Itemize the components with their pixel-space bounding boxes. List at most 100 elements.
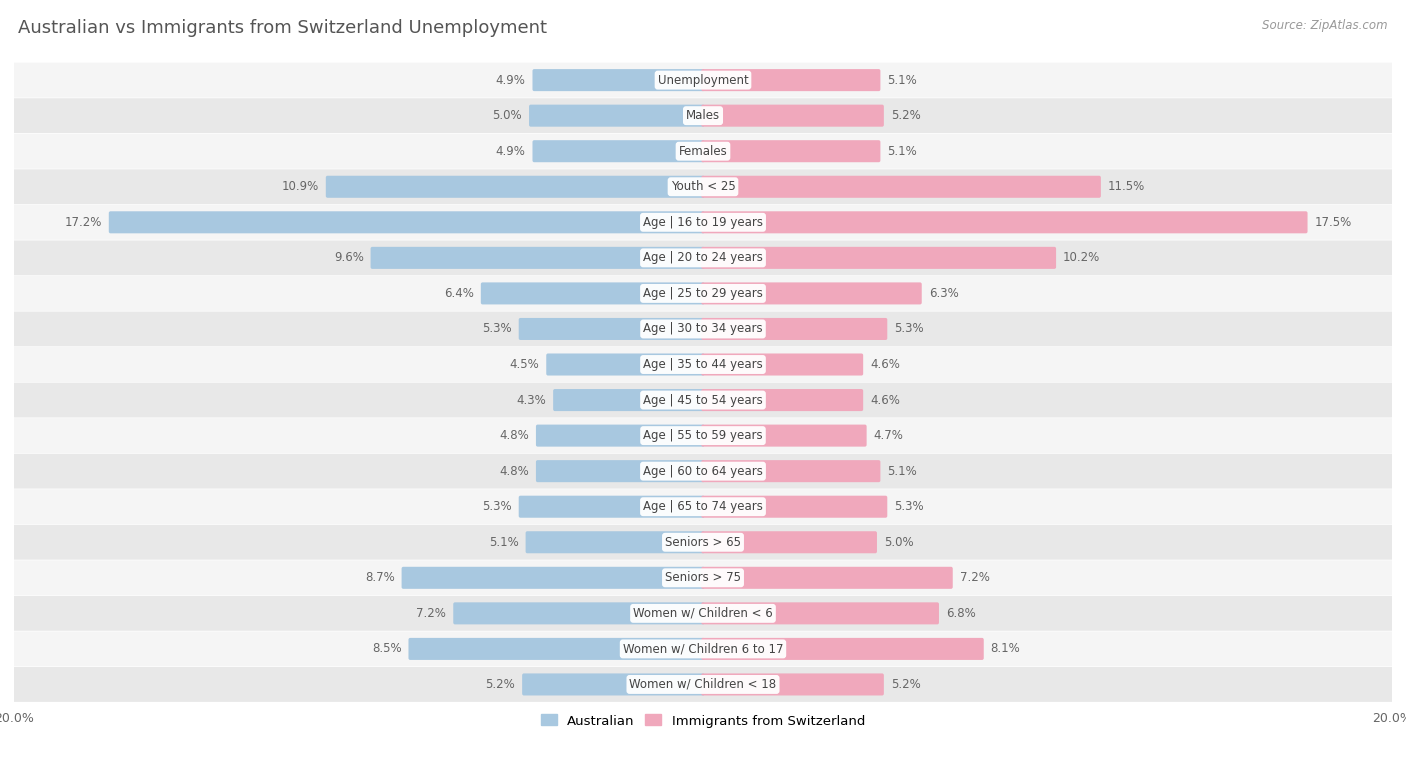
Legend: Australian, Immigrants from Switzerland: Australian, Immigrants from Switzerland (536, 709, 870, 733)
Text: 6.3%: 6.3% (928, 287, 959, 300)
Text: 9.6%: 9.6% (333, 251, 364, 264)
FancyBboxPatch shape (409, 638, 704, 660)
Text: Women w/ Children < 6: Women w/ Children < 6 (633, 607, 773, 620)
Text: Age | 35 to 44 years: Age | 35 to 44 years (643, 358, 763, 371)
Text: 4.9%: 4.9% (496, 73, 526, 86)
Text: 10.2%: 10.2% (1063, 251, 1101, 264)
Text: Age | 25 to 29 years: Age | 25 to 29 years (643, 287, 763, 300)
FancyBboxPatch shape (14, 347, 1392, 382)
Text: 5.2%: 5.2% (485, 678, 515, 691)
FancyBboxPatch shape (702, 496, 887, 518)
Text: 5.0%: 5.0% (492, 109, 522, 122)
Text: 5.2%: 5.2% (891, 109, 921, 122)
FancyBboxPatch shape (702, 603, 939, 625)
FancyBboxPatch shape (702, 638, 984, 660)
Text: 4.8%: 4.8% (499, 429, 529, 442)
Text: 4.6%: 4.6% (870, 394, 900, 407)
Text: Age | 30 to 34 years: Age | 30 to 34 years (643, 322, 763, 335)
FancyBboxPatch shape (14, 418, 1392, 453)
FancyBboxPatch shape (702, 247, 1056, 269)
FancyBboxPatch shape (14, 241, 1392, 276)
FancyBboxPatch shape (702, 460, 880, 482)
FancyBboxPatch shape (702, 425, 866, 447)
FancyBboxPatch shape (702, 211, 1308, 233)
Text: 5.3%: 5.3% (482, 322, 512, 335)
Text: 6.4%: 6.4% (444, 287, 474, 300)
FancyBboxPatch shape (533, 140, 704, 162)
FancyBboxPatch shape (14, 98, 1392, 133)
Text: 5.3%: 5.3% (482, 500, 512, 513)
FancyBboxPatch shape (702, 567, 953, 589)
FancyBboxPatch shape (108, 211, 704, 233)
FancyBboxPatch shape (702, 69, 880, 91)
Text: 5.2%: 5.2% (891, 678, 921, 691)
Text: 5.0%: 5.0% (884, 536, 914, 549)
FancyBboxPatch shape (14, 560, 1392, 595)
FancyBboxPatch shape (529, 104, 704, 126)
Text: Source: ZipAtlas.com: Source: ZipAtlas.com (1263, 19, 1388, 32)
FancyBboxPatch shape (14, 631, 1392, 666)
Text: 5.3%: 5.3% (894, 322, 924, 335)
FancyBboxPatch shape (402, 567, 704, 589)
FancyBboxPatch shape (453, 603, 704, 625)
Text: 5.1%: 5.1% (489, 536, 519, 549)
FancyBboxPatch shape (326, 176, 704, 198)
Text: 4.6%: 4.6% (870, 358, 900, 371)
Text: Australian vs Immigrants from Switzerland Unemployment: Australian vs Immigrants from Switzerlan… (18, 19, 547, 37)
FancyBboxPatch shape (522, 674, 704, 696)
FancyBboxPatch shape (702, 531, 877, 553)
FancyBboxPatch shape (547, 354, 704, 375)
Text: Females: Females (679, 145, 727, 157)
FancyBboxPatch shape (14, 667, 1392, 702)
Text: 4.8%: 4.8% (499, 465, 529, 478)
Text: Age | 60 to 64 years: Age | 60 to 64 years (643, 465, 763, 478)
FancyBboxPatch shape (536, 460, 704, 482)
Text: Unemployment: Unemployment (658, 73, 748, 86)
FancyBboxPatch shape (14, 170, 1392, 204)
Text: 10.9%: 10.9% (281, 180, 319, 193)
FancyBboxPatch shape (536, 425, 704, 447)
Text: 17.2%: 17.2% (65, 216, 101, 229)
FancyBboxPatch shape (702, 282, 922, 304)
Text: 8.7%: 8.7% (366, 572, 395, 584)
FancyBboxPatch shape (371, 247, 704, 269)
Text: 5.1%: 5.1% (887, 465, 917, 478)
FancyBboxPatch shape (702, 354, 863, 375)
FancyBboxPatch shape (702, 318, 887, 340)
Text: 4.5%: 4.5% (509, 358, 540, 371)
Text: 11.5%: 11.5% (1108, 180, 1144, 193)
FancyBboxPatch shape (519, 318, 704, 340)
FancyBboxPatch shape (702, 389, 863, 411)
FancyBboxPatch shape (481, 282, 704, 304)
FancyBboxPatch shape (519, 496, 704, 518)
FancyBboxPatch shape (14, 312, 1392, 347)
Text: 7.2%: 7.2% (416, 607, 446, 620)
FancyBboxPatch shape (14, 596, 1392, 631)
Text: Seniors > 65: Seniors > 65 (665, 536, 741, 549)
Text: 6.8%: 6.8% (946, 607, 976, 620)
FancyBboxPatch shape (702, 674, 884, 696)
Text: 4.3%: 4.3% (516, 394, 547, 407)
Text: Age | 16 to 19 years: Age | 16 to 19 years (643, 216, 763, 229)
FancyBboxPatch shape (553, 389, 704, 411)
Text: Age | 45 to 54 years: Age | 45 to 54 years (643, 394, 763, 407)
FancyBboxPatch shape (526, 531, 704, 553)
FancyBboxPatch shape (533, 69, 704, 91)
Text: Age | 20 to 24 years: Age | 20 to 24 years (643, 251, 763, 264)
FancyBboxPatch shape (14, 134, 1392, 169)
FancyBboxPatch shape (14, 205, 1392, 240)
FancyBboxPatch shape (702, 104, 884, 126)
Text: 8.5%: 8.5% (373, 643, 402, 656)
FancyBboxPatch shape (14, 525, 1392, 559)
Text: Youth < 25: Youth < 25 (671, 180, 735, 193)
Text: Women w/ Children 6 to 17: Women w/ Children 6 to 17 (623, 643, 783, 656)
FancyBboxPatch shape (14, 276, 1392, 311)
Text: 17.5%: 17.5% (1315, 216, 1351, 229)
FancyBboxPatch shape (14, 382, 1392, 417)
Text: 5.1%: 5.1% (887, 145, 917, 157)
FancyBboxPatch shape (14, 63, 1392, 98)
FancyBboxPatch shape (702, 176, 1101, 198)
Text: 4.7%: 4.7% (873, 429, 904, 442)
Text: 5.3%: 5.3% (894, 500, 924, 513)
Text: Males: Males (686, 109, 720, 122)
